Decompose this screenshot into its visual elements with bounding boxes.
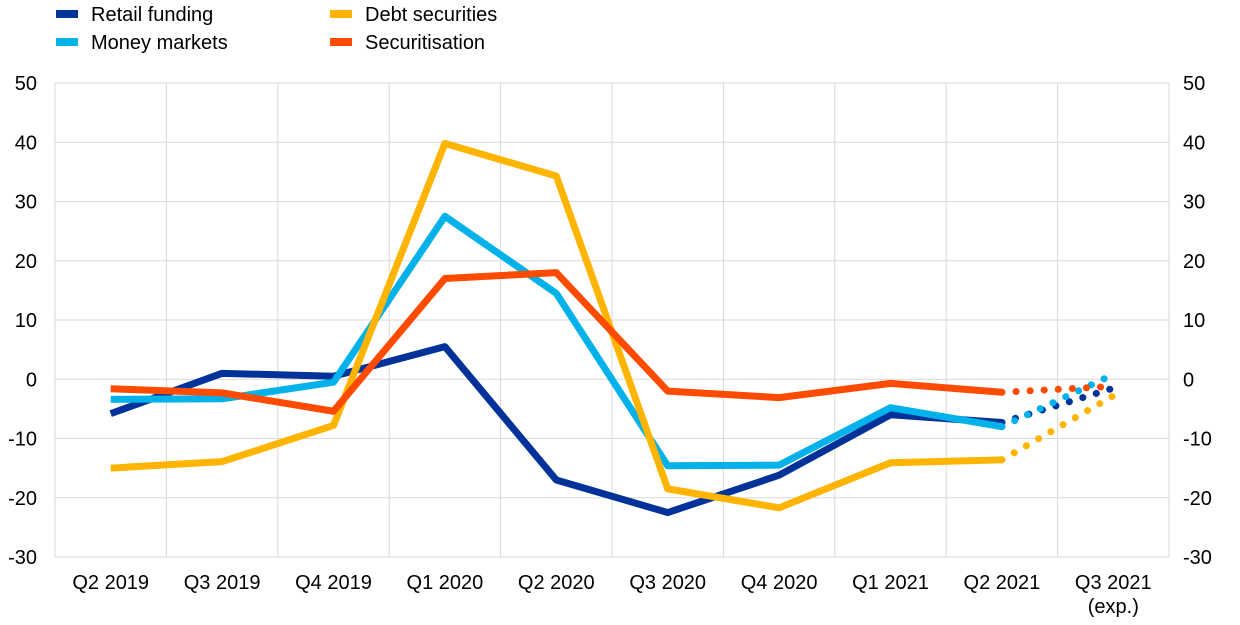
series-line xyxy=(110,139,1002,512)
legend-label: Retail funding xyxy=(91,4,213,26)
y-tick-label-left: 0 xyxy=(26,369,37,391)
legend: Retail funding Money markets Debt securiti… xyxy=(56,4,497,54)
y-tick-label-left: 10 xyxy=(15,310,37,332)
axes: -30 -30 -20 -20 -10 -10 0 0 10 10 20 20 30 30 40 40 50 50… xyxy=(8,73,1212,618)
x-tick-label: Q2 2021 xyxy=(964,572,1041,594)
x-tick-label: Q4 2019 xyxy=(295,572,372,594)
legend-label: Money markets xyxy=(91,32,228,54)
legend-swatch xyxy=(330,10,352,18)
legend-label: Debt securities xyxy=(365,4,497,26)
y-tick-label-right: -30 xyxy=(1183,547,1212,569)
x-tick-sublabel: (exp.) xyxy=(1088,596,1139,618)
series-expected-dotted xyxy=(998,382,1117,396)
series-line xyxy=(110,269,1003,415)
series-line xyxy=(110,212,1003,470)
legend-swatch xyxy=(330,38,352,46)
x-tick-label: Q3 2019 xyxy=(184,572,261,594)
series-line xyxy=(109,343,1003,517)
x-tick-label: Q1 2021 xyxy=(852,572,929,594)
x-tick-label: Q2 2019 xyxy=(72,572,149,594)
y-tick-label-right: 0 xyxy=(1183,369,1194,391)
grid xyxy=(54,82,1170,558)
y-tick-label-left: -20 xyxy=(8,488,37,510)
y-tick-label-left: -30 xyxy=(8,547,37,569)
legend-swatch xyxy=(56,38,78,46)
legend-swatch xyxy=(56,10,78,18)
x-tick-label: Q4 2020 xyxy=(741,572,818,594)
y-tick-label-right: -20 xyxy=(1183,488,1212,510)
y-tick-label-right: -10 xyxy=(1183,429,1212,451)
y-tick-label-left: 20 xyxy=(15,251,37,273)
y-tick-label-left: -10 xyxy=(8,429,37,451)
y-tick-label-right: 50 xyxy=(1183,73,1205,95)
y-tick-label-left: 40 xyxy=(15,132,37,154)
series-expected-dotted xyxy=(998,384,1117,427)
legend-label: Securitisation xyxy=(365,32,485,54)
y-tick-label-right: 20 xyxy=(1183,251,1205,273)
y-tick-label-right: 10 xyxy=(1183,310,1205,332)
y-tick-label-left: 50 xyxy=(15,73,37,95)
x-tick-label: Q3 2020 xyxy=(629,572,706,594)
x-tick-label: Q1 2020 xyxy=(407,572,484,594)
x-tick-label: Q3 2021 xyxy=(1075,572,1152,594)
x-tick-label: Q2 2020 xyxy=(518,572,595,594)
series-lines xyxy=(109,139,1117,517)
y-tick-label-left: 30 xyxy=(15,192,37,214)
y-tick-label-right: 40 xyxy=(1183,132,1205,154)
y-tick-label-right: 30 xyxy=(1183,192,1205,214)
